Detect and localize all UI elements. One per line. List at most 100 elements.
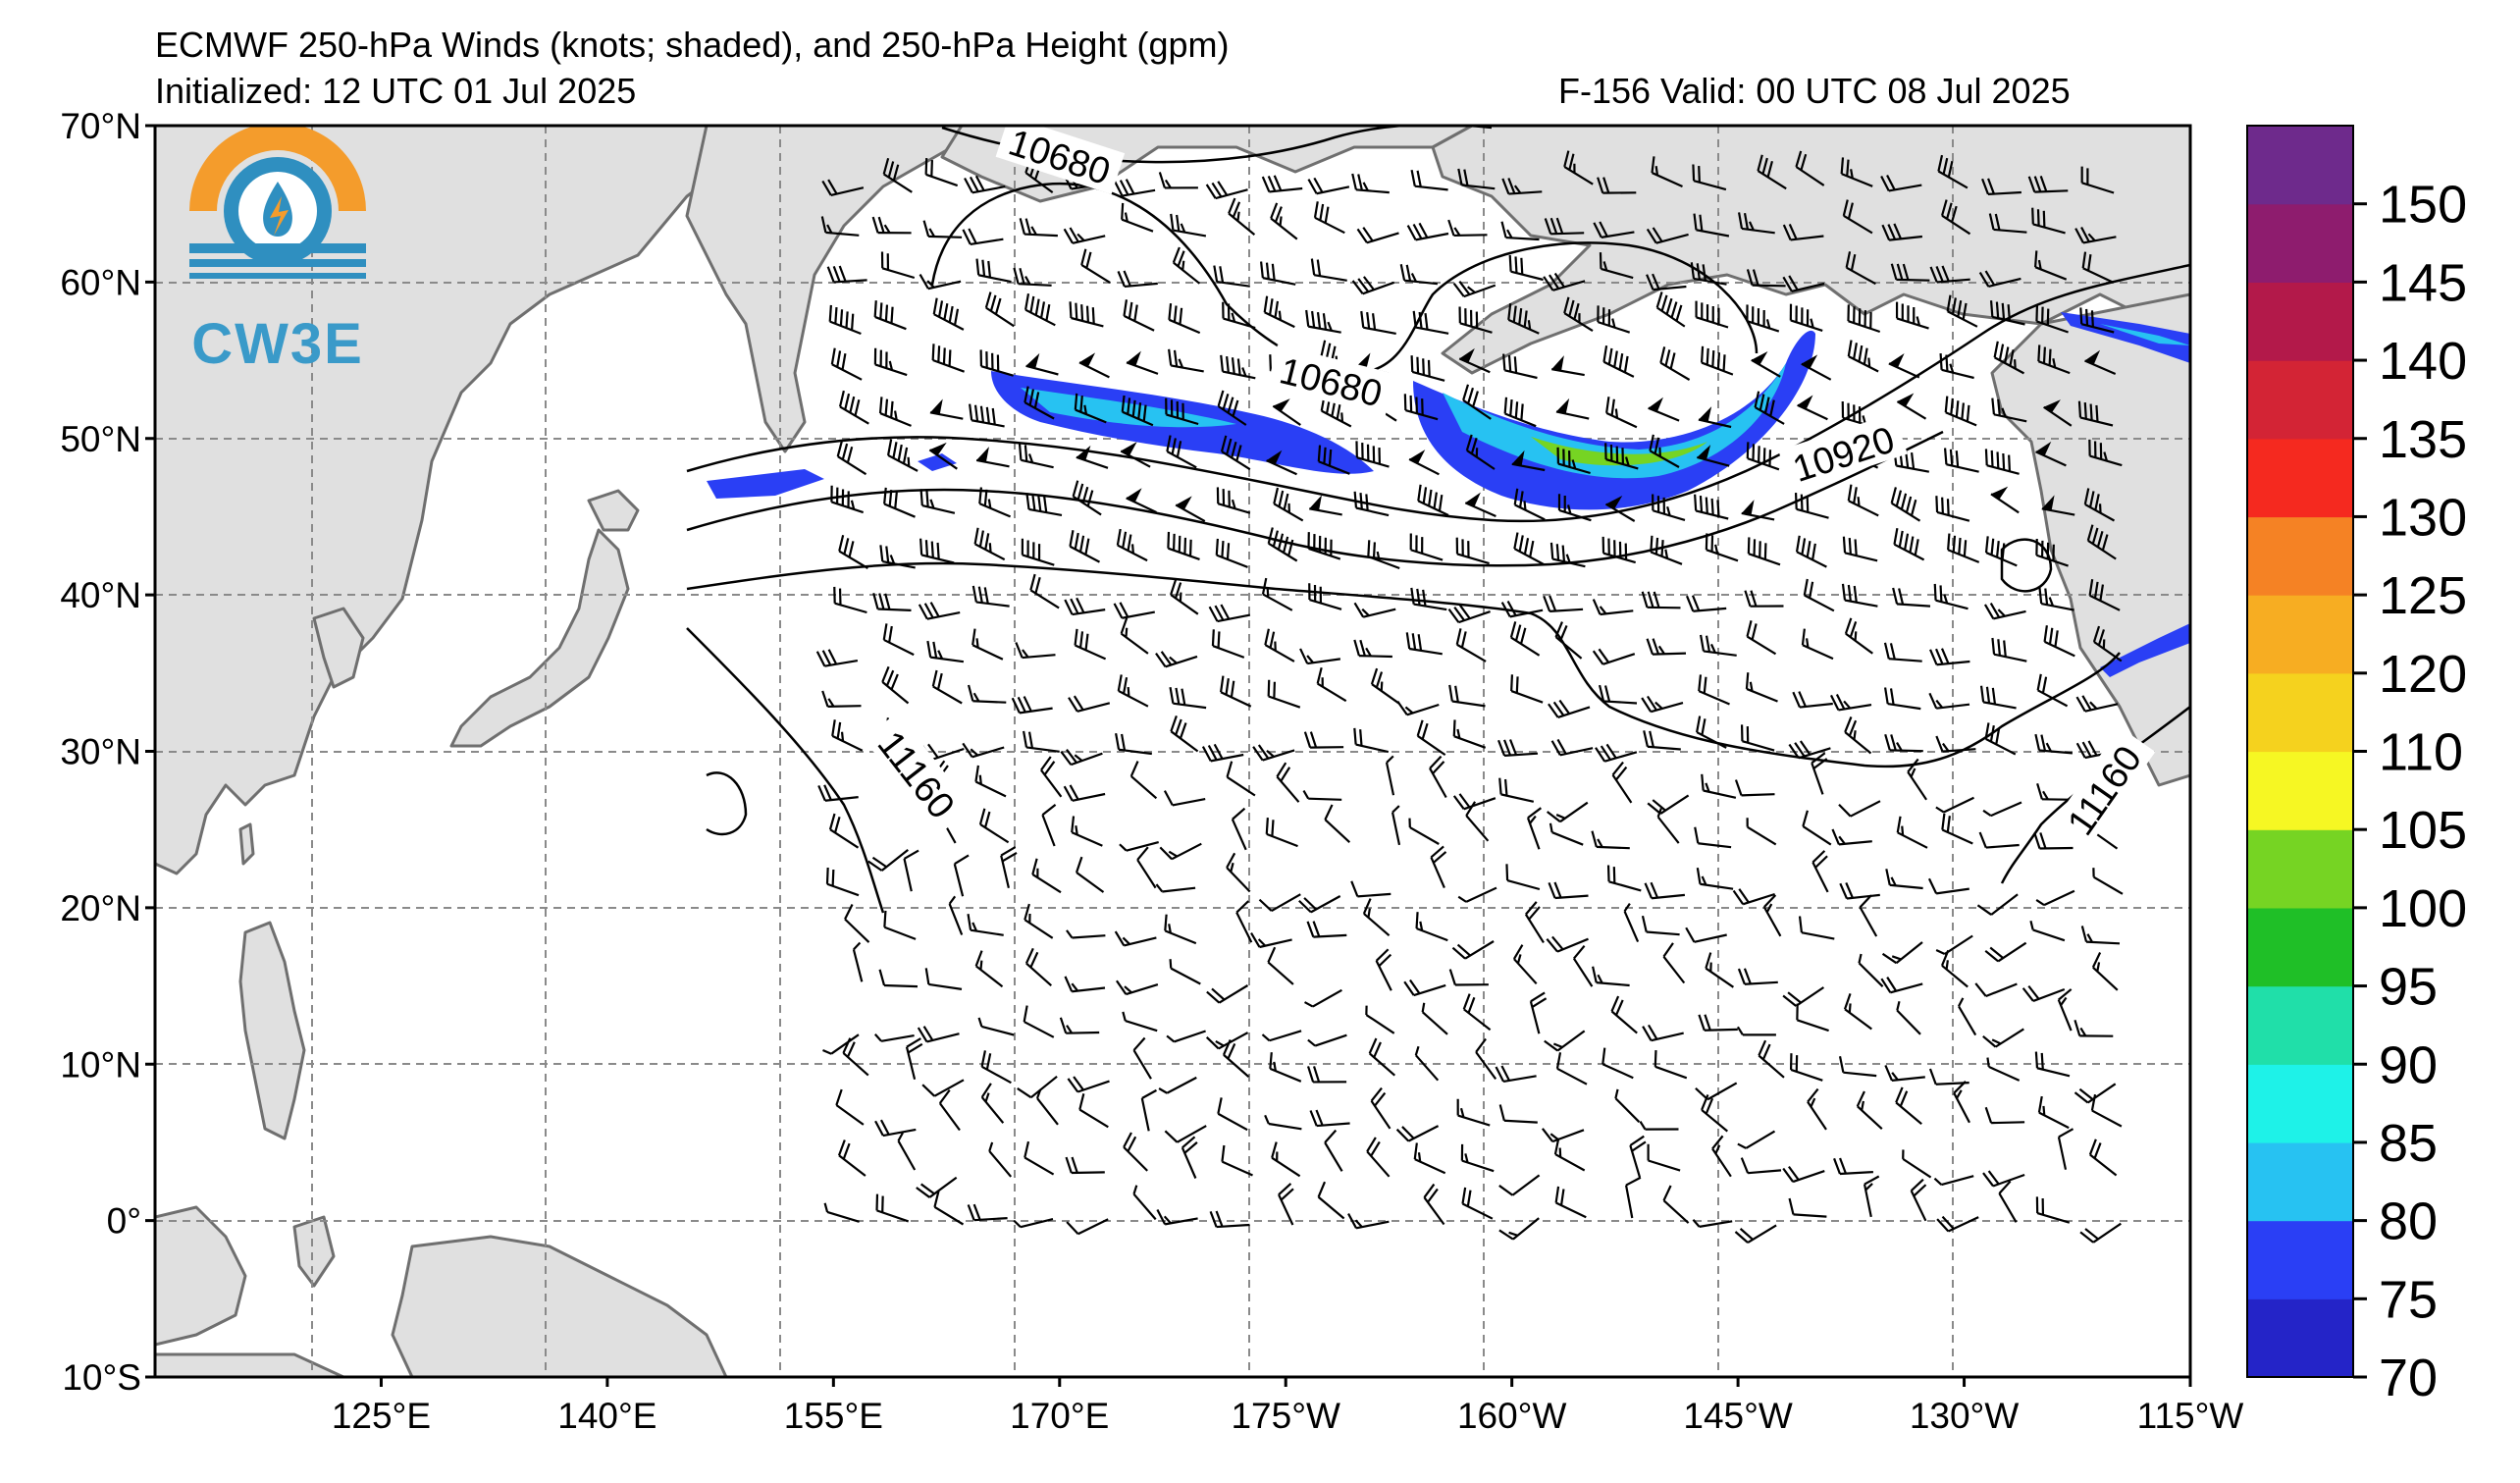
wind-barb [1396,700,1440,716]
wind-barb [1505,864,1541,891]
wind-barb [1029,573,1060,609]
colorbar-label: 130 [2379,488,2467,547]
wind-barb [1201,743,1244,763]
wind-barb [1129,761,1158,800]
colorbar-segment [2247,595,2353,674]
wind-barb [1164,914,1197,945]
wind-barb [1741,500,1775,521]
wind-barb [897,1132,917,1171]
wind-barb [1353,491,1390,517]
wind-barb [1979,685,2017,710]
wind-barb [2033,832,2074,850]
wind-barb [1884,733,1923,753]
wind-barb [1795,150,1825,186]
wind-barb-flag [1990,486,2009,500]
wind-barb [1885,869,1923,890]
wind-barb [1452,793,1496,811]
wind-barb [1895,1086,1922,1126]
wind-barb [1403,979,1446,997]
wind-barb [1306,921,1347,938]
wind-barb [1116,528,1148,562]
wind-barb [1829,693,1872,712]
wind-barb [1252,744,1295,762]
contour-11160-low [706,771,748,836]
wind-barb [1736,1026,1776,1036]
wind-barb [1410,587,1447,611]
wind-barb [1662,1185,1690,1224]
wind-barb-flag [2041,495,2055,511]
wind-barb [1158,172,1198,189]
wind-barb [967,684,1007,704]
wind-barb [1075,856,1105,893]
wind-barb-flag [1266,450,1283,465]
wind-barb [1458,306,1493,334]
wind-barb [1696,868,1734,890]
lat-tick-label: 30°N [60,732,141,772]
wind-barb [1859,894,1878,937]
wind-barb [1548,881,1589,900]
lon-tick-label: 160°W [1457,1396,1567,1436]
wind-barb [1551,355,1585,377]
wind-barb [1895,301,1929,330]
wind-barb [978,808,1010,844]
wind-barb [1306,1066,1347,1084]
wind-barb [1205,1032,1249,1050]
logo-text: CW3E [191,312,364,376]
wind-barb [1510,674,1544,704]
colorbar-segment [2247,1141,2353,1222]
wind-barb [1936,1215,1979,1233]
wind-barb [2057,1128,2074,1170]
wind-barb [1880,175,1922,192]
colorbar-label: 125 [2379,566,2467,625]
wind-barb [1132,1185,1157,1221]
wind-barb [1023,1005,1055,1038]
wind-barb [1550,738,1594,757]
wind-barb [882,157,913,193]
wind-barb [922,220,963,238]
wind-barb [1794,492,1829,519]
wind-barb [1840,157,1873,187]
wind-barb [1907,758,1928,801]
wind-barb [1013,1218,1054,1229]
wind-barb-flag [1511,450,1525,466]
wind-barb [1024,293,1056,327]
wind-barb [905,1037,923,1080]
wind-barb [1265,818,1298,848]
colorbar-segment [2247,1064,2353,1143]
wind-barb [1011,696,1053,715]
wind-barb [1984,449,2020,475]
wind-barb [1347,1213,1390,1230]
wind-barb [1880,977,1923,994]
wind-barb-flag [1273,398,1290,412]
wind-barb [1547,801,1589,823]
wind-barb [2075,695,2119,713]
taiwan-land [238,822,255,866]
wind-barb [1646,273,1687,291]
wind-barb [1928,692,1970,710]
wind-barb [873,347,908,377]
colorbar: 70 75 80 85 90 95 100 105 110 120 125 130 135 140 145 1… [2246,125,2467,1407]
wind-barb [1933,1175,1974,1187]
wind-barb [1368,1037,1396,1077]
colorbar-segment [2247,203,2353,283]
lon-tick-label: 130°W [1910,1396,2020,1436]
cw3e-logo: CW3E [189,126,366,376]
wind-barb [1792,691,1833,709]
wind-barb [1556,447,1591,475]
wind-barb [1209,1210,1250,1229]
wind-barb [1734,1224,1777,1245]
wind-barb [1123,299,1155,332]
colorbar-label: 100 [2379,879,2467,938]
wind-barb [975,258,1012,284]
wind-barb [873,1033,915,1042]
wind-barb [1935,735,1976,753]
wind-barb [1511,450,1546,472]
lon-tick-label: 115°W [2137,1396,2244,1436]
wind-barb [1447,219,1488,238]
wind-barb [1935,496,1970,522]
wind-barb [1841,583,1878,608]
wind-barb [1415,912,1448,942]
wind-barb [1592,648,1636,665]
wind-barb [917,1026,960,1043]
wind-barb [1259,261,1296,286]
